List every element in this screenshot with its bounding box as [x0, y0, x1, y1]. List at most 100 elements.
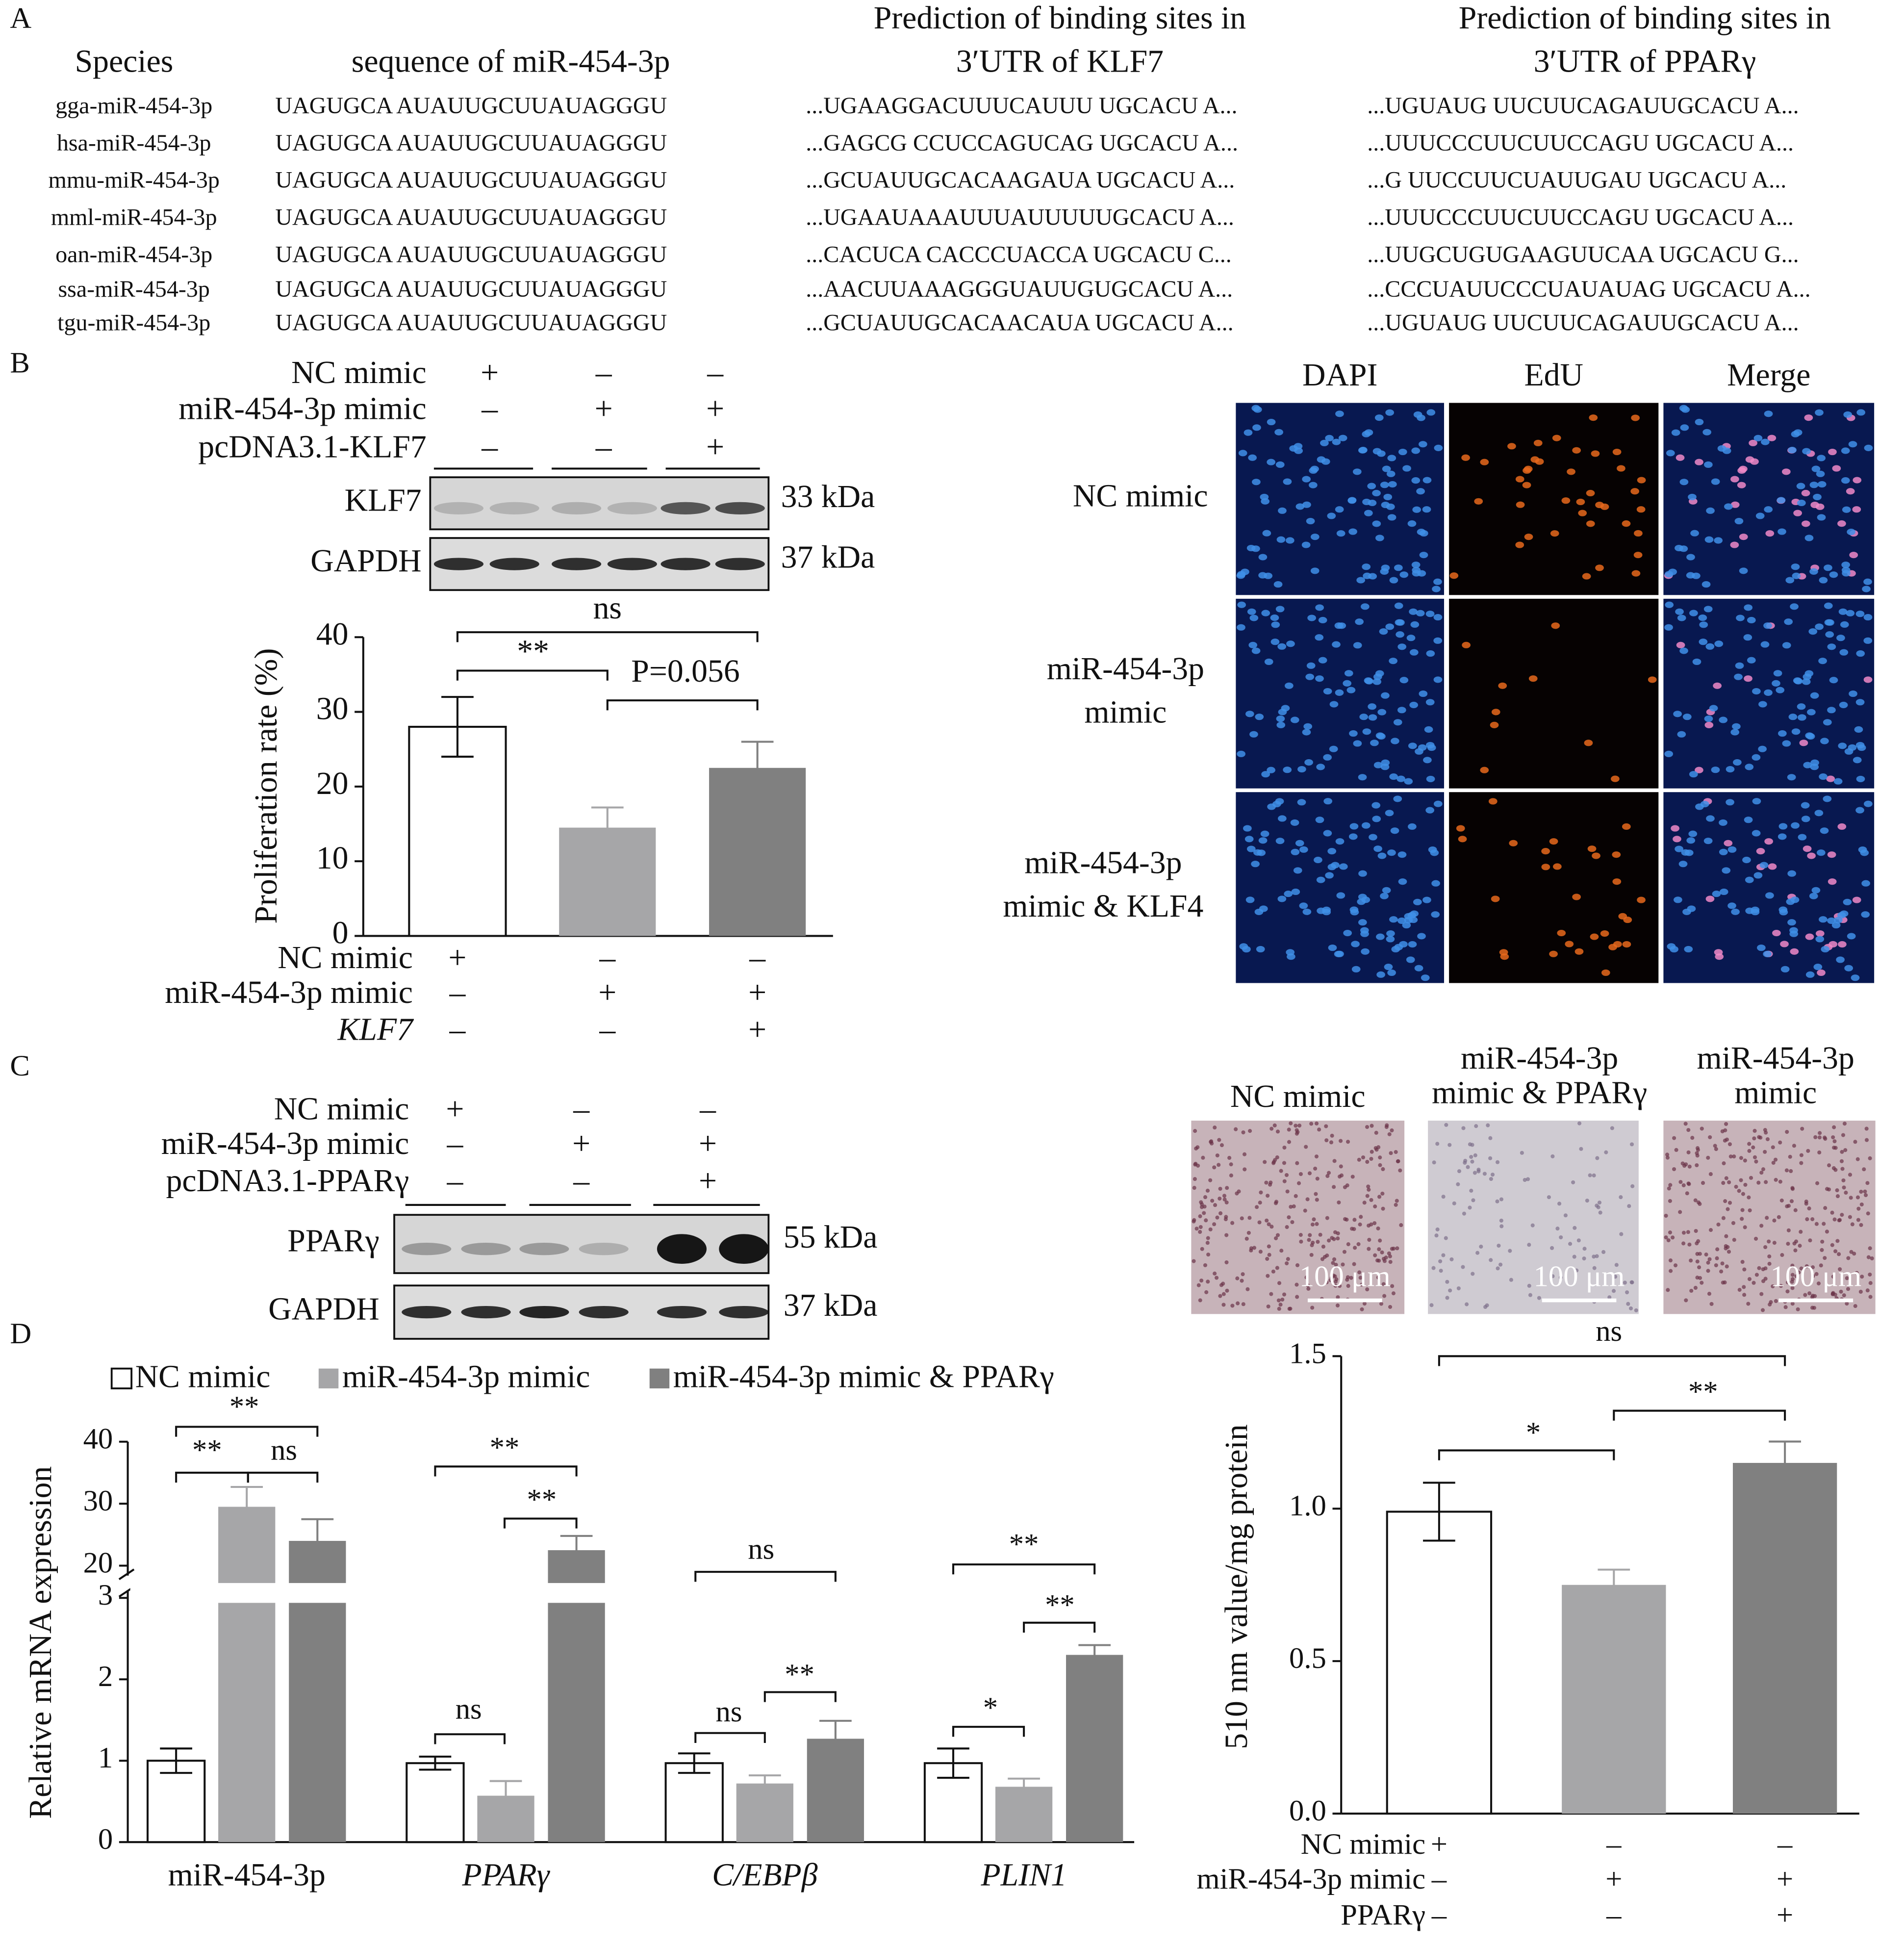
nucleus [1260, 830, 1269, 837]
stain-dot [1199, 1279, 1204, 1283]
stain-dot [1444, 1236, 1448, 1240]
nucleus [1664, 624, 1673, 631]
stain-dot [1244, 1236, 1249, 1241]
nucleus [1847, 933, 1856, 940]
nucleus [1389, 658, 1397, 665]
stain-dot [1598, 1210, 1602, 1215]
stain-dot [1229, 1162, 1233, 1167]
nucleus [1726, 766, 1735, 773]
x-tick-label: miR-454-3p [168, 1857, 326, 1893]
stain-dot [1225, 1288, 1229, 1293]
legend-label: miR-454-3p mimic & PPARγ [673, 1358, 1054, 1394]
stain-dot [1309, 1122, 1314, 1126]
stain-dot [1767, 1261, 1772, 1266]
stain-dot [1732, 1238, 1736, 1242]
nucleus [1402, 921, 1411, 929]
condition-sign: – [573, 1091, 590, 1126]
stain-dot [1265, 1218, 1269, 1223]
stain-dot [1803, 1293, 1807, 1297]
stain-dot [1198, 1229, 1202, 1234]
stain-dot [1199, 1205, 1204, 1209]
stain-dot [1334, 1262, 1338, 1267]
nucleus [1293, 867, 1302, 874]
nucleus [1752, 688, 1761, 695]
nucleus [1680, 424, 1689, 431]
bar [1066, 1655, 1123, 1843]
stain-dot [1812, 1305, 1817, 1310]
blot-band [657, 1234, 707, 1264]
stain-dot [1753, 1236, 1758, 1241]
stain-dot [1394, 1203, 1398, 1207]
stain-dot [1456, 1286, 1461, 1291]
nucleus [1711, 478, 1720, 485]
nucleus [1790, 948, 1799, 955]
image-label: miR-454-3p [1697, 1040, 1854, 1076]
nucleus [1782, 642, 1791, 649]
nucleus [1367, 483, 1376, 489]
nucleus [1843, 898, 1852, 905]
nucleus [1385, 409, 1394, 416]
error-bar [1078, 1644, 1111, 1666]
stain-dot [1592, 1266, 1597, 1270]
stain-dot [1456, 1182, 1460, 1186]
nucleus [1303, 723, 1313, 730]
stain-dot [1842, 1293, 1846, 1298]
nucleus [1461, 454, 1470, 461]
significance-label: ns [456, 1693, 482, 1726]
stain-dot [1695, 1252, 1700, 1256]
stain-dot [1727, 1201, 1732, 1205]
y-tick-label: 30 [83, 1484, 113, 1517]
stain-dot [1708, 1228, 1713, 1232]
table-cell: UAGUGCA AUAUUGCUUAUAGGGU [275, 241, 667, 267]
stain-dot [1321, 1244, 1325, 1249]
stain-dot [1588, 1173, 1592, 1177]
stain-dot [1790, 1302, 1795, 1306]
nucleus [1838, 742, 1847, 749]
stain-dot [1752, 1280, 1756, 1285]
stain-dot [1360, 1282, 1364, 1287]
nucleus [1801, 520, 1810, 527]
stain-dot [1304, 1275, 1309, 1280]
nucleus [1817, 455, 1826, 461]
legend-label: miR-454-3p mimic [342, 1358, 590, 1394]
nucleus [1757, 944, 1766, 951]
stain-dot [1695, 1146, 1700, 1151]
table-cell: ...UGAAUAAAUUUAUUUUUGCACU A... [806, 204, 1234, 230]
nucleus [1853, 477, 1862, 484]
nucleus [1237, 750, 1245, 757]
nucleus [1306, 517, 1315, 525]
stain-dot [1845, 1276, 1849, 1280]
stain-dot [1324, 1138, 1329, 1143]
nucleus [1305, 673, 1315, 680]
stain-dot [1315, 1177, 1320, 1181]
stain-dot [1395, 1246, 1399, 1251]
stain-dot [1774, 1177, 1778, 1182]
stain-dot [1273, 1201, 1278, 1205]
stain-dot [1668, 1258, 1673, 1263]
stain-dot [1289, 1121, 1293, 1126]
nucleus [1509, 840, 1518, 846]
stain-dot [1790, 1280, 1794, 1284]
stain-dot [1331, 1261, 1335, 1265]
stain-dot [1447, 1143, 1452, 1147]
error-bar [419, 1755, 452, 1771]
nucleus [1425, 611, 1435, 617]
nucleus [1689, 771, 1698, 778]
nucleus [1778, 906, 1788, 913]
nucleus [1758, 745, 1767, 752]
nucleus [1590, 933, 1599, 940]
stain-dot [1700, 1280, 1704, 1285]
image-label: NC mimic [1230, 1078, 1366, 1114]
nucleus [1291, 888, 1300, 896]
stain-dot [1218, 1186, 1222, 1191]
condition-sign: – [1606, 1828, 1622, 1861]
stain-dot [1778, 1179, 1782, 1184]
stain-dot [1765, 1216, 1769, 1220]
nucleus [1391, 946, 1400, 953]
nucleus [1237, 624, 1245, 631]
nucleus [1768, 863, 1777, 870]
nucleus [1359, 447, 1368, 454]
table-cell: ...GAGCG CCUCCAGUCAG UGCACU A... [806, 130, 1238, 156]
stain-dot [1681, 1183, 1686, 1187]
nucleus [1780, 966, 1790, 972]
